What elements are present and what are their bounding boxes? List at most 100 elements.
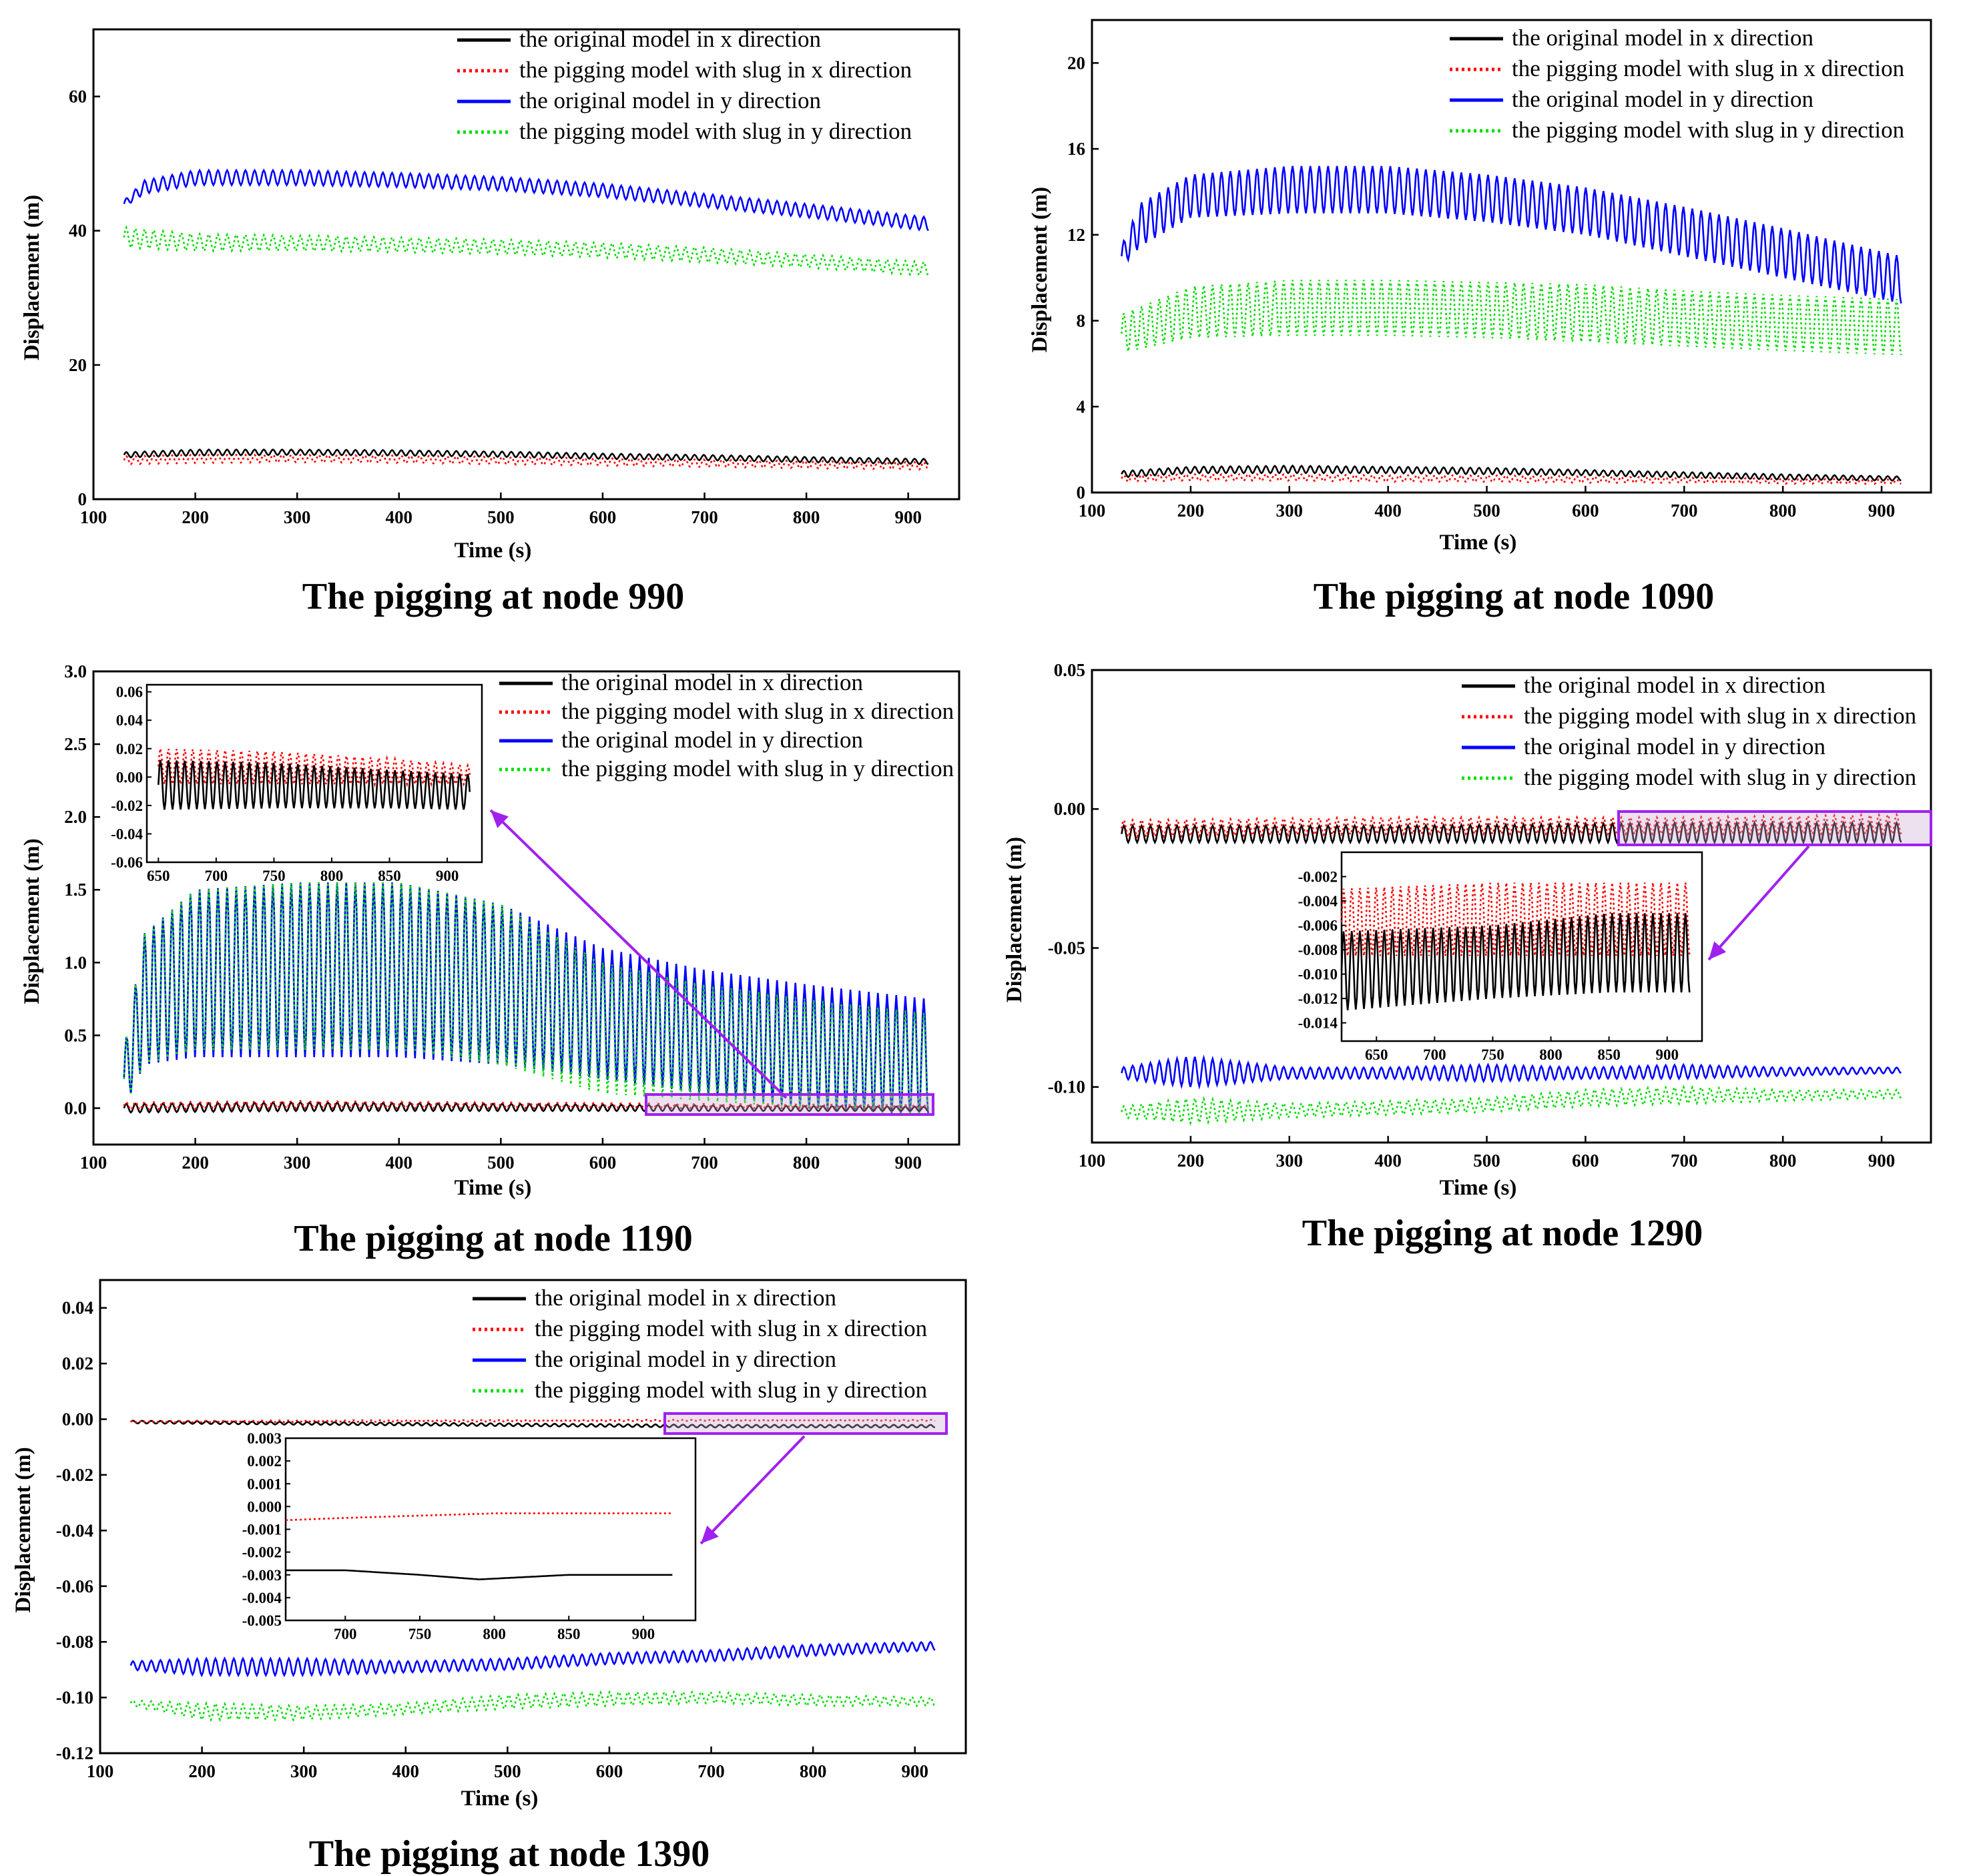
- inset-x-tick-label: 800: [1539, 1046, 1563, 1063]
- y-tick-label: -0.05: [1048, 938, 1085, 958]
- y-axis-label: Displacement (m): [11, 1447, 35, 1612]
- x-tick-label: 200: [188, 1761, 216, 1781]
- legend-label-3: the pigging model with slug in y directi…: [535, 1377, 927, 1403]
- legend-label-1: the pigging model with slug in x directi…: [1524, 703, 1916, 729]
- y-tick-label: -0.12: [56, 1743, 93, 1763]
- y-tick-label: 3.0: [64, 661, 87, 681]
- y-tick-label: 16: [1067, 139, 1085, 159]
- inset-y-tick-label: -0.012: [1298, 990, 1338, 1007]
- x-tick-label: 400: [1374, 1151, 1402, 1171]
- x-tick-label: 400: [1374, 501, 1402, 521]
- inset-y-tick-label: -0.005: [242, 1612, 282, 1629]
- series-line-1: [1121, 473, 1902, 485]
- y-tick-label: -0.08: [56, 1632, 93, 1652]
- x-tick-label: 700: [1671, 1151, 1698, 1171]
- chart-panel-2: 100 200 300 400 500 600 700 800 900 0.0 0.5 1.0 1.5 2…: [20, 661, 960, 1200]
- x-tick-label: 900: [894, 1153, 922, 1173]
- legend-label-3: the pigging model with slug in y directi…: [1512, 117, 1904, 143]
- series-line-3: [123, 225, 929, 277]
- y-tick-label: -0.06: [56, 1576, 93, 1596]
- inset-y-tick-label: -0.006: [1298, 918, 1338, 934]
- x-tick-label: 500: [1473, 501, 1500, 521]
- y-tick-label: 40: [69, 221, 87, 241]
- zoom-highlight-box: [663, 1412, 948, 1435]
- x-tick-label: 600: [1572, 1151, 1599, 1171]
- y-tick-label: 12: [1067, 225, 1085, 245]
- x-axis-label: Time (s): [1440, 531, 1517, 555]
- inset-series-line-1: [158, 759, 471, 810]
- x-tick-label: 200: [1177, 501, 1205, 521]
- x-axis-label: Time (s): [461, 1787, 539, 1811]
- y-tick-label: 4: [1077, 396, 1086, 416]
- legend-label-1: the pigging model with slug in x directi…: [561, 698, 954, 724]
- y-axis-label: Displacement (m): [1003, 837, 1027, 1002]
- x-tick-label: 200: [1177, 1151, 1205, 1171]
- legend-label-2: the original model in y direction: [1512, 86, 1813, 112]
- zoom-arrow-head: [1709, 941, 1727, 960]
- inset-y-tick-label: -0.002: [1298, 869, 1338, 886]
- panel-title-1390: The pigging at node 1390: [309, 1833, 710, 1875]
- chart-panel-3: 100 200 300 400 500 600 700 800 900 -0.10 -0.05 0.0…: [1003, 660, 1932, 1200]
- x-tick-label: 500: [494, 1761, 521, 1781]
- inset-x-tick-label: 750: [408, 1626, 432, 1642]
- series-line-0: [129, 1420, 936, 1429]
- legend-label-1: the pigging model with slug in x directi…: [1512, 55, 1904, 81]
- y-tick-label: 2.0: [64, 807, 87, 827]
- x-tick-label: 400: [392, 1761, 420, 1781]
- plot-frame: [92, 28, 960, 501]
- inset-y-tick-label: -0.04: [111, 826, 143, 842]
- x-tick-label: 200: [182, 1153, 209, 1173]
- zoom-highlight-box: [645, 1093, 934, 1116]
- series-line-1: [1121, 812, 1902, 839]
- x-tick-label: 700: [691, 507, 718, 527]
- series-line-2: [123, 882, 930, 1116]
- inset-y-tick-label: 0.04: [116, 712, 144, 729]
- y-tick-label: 1.0: [64, 952, 87, 972]
- y-tick-label: -0.10: [56, 1688, 93, 1708]
- inset-x-tick-label: 850: [378, 868, 401, 884]
- x-tick-label: 400: [386, 507, 413, 527]
- legend-label-0: the original model in x direction: [519, 26, 821, 52]
- y-tick-label: 20: [69, 355, 87, 375]
- chart-panel-1: 100 200 300 400 500 600 700 800 900 0 4 8 12 16 20 Time…: [1028, 19, 1932, 555]
- series-line-3: [1121, 1084, 1902, 1127]
- series-line-2: [129, 1640, 936, 1678]
- inset-y-tick-label: -0.06: [111, 854, 143, 871]
- y-tick-label: 0.04: [62, 1298, 93, 1318]
- x-tick-label: 300: [1276, 501, 1304, 521]
- x-tick-label: 600: [1572, 501, 1599, 521]
- inset-y-tick-label: -0.003: [242, 1567, 282, 1584]
- legend-label-2: the original model in y direction: [519, 87, 821, 113]
- y-tick-label: -0.02: [56, 1465, 93, 1485]
- y-axis-label: Displacement (m): [20, 838, 44, 1004]
- inset-y-tick-label: -0.002: [242, 1544, 282, 1561]
- legend-label-3: the pigging model with slug in y directi…: [1524, 764, 1916, 790]
- x-tick-label: 500: [487, 507, 515, 527]
- y-tick-label: 2.5: [64, 734, 87, 754]
- x-tick-label: 300: [284, 1153, 311, 1173]
- inset-y-tick-label: 0.06: [116, 684, 143, 701]
- inset-series-line-0: [285, 1512, 673, 1522]
- y-axis-label: Displacement (m): [1028, 187, 1052, 352]
- legend-label-1: the pigging model with slug in x directi…: [535, 1315, 927, 1341]
- x-tick-label: 800: [793, 1153, 820, 1173]
- legend-label-0: the original model in x direction: [1512, 25, 1813, 51]
- x-tick-label: 100: [1079, 1151, 1106, 1171]
- x-tick-label: 100: [87, 1761, 114, 1781]
- panel-title-990: The pigging at node 990: [302, 576, 685, 617]
- x-tick-label: 900: [1868, 501, 1896, 521]
- inset-x-tick-label: 650: [147, 868, 170, 884]
- inset-y-tick-label: -0.001: [242, 1522, 282, 1538]
- inset-y-tick-label: -0.014: [1298, 1015, 1338, 1032]
- series-line-0: [1121, 464, 1902, 482]
- x-tick-label: 300: [284, 507, 311, 527]
- inset-x-tick-label: 900: [632, 1626, 655, 1642]
- inset-y-tick-label: 0.002: [247, 1453, 282, 1470]
- x-tick-label: 700: [697, 1761, 725, 1781]
- zoom-highlight-box: [1617, 810, 1932, 846]
- inset-zoom: 700 750 800 850 900 0.003 0.002 0.001 0.000 -0.00…: [242, 1412, 948, 1642]
- inset-y-tick-label: -0.004: [1298, 893, 1338, 910]
- y-tick-label: 0: [1077, 483, 1086, 503]
- inset-x-tick-label: 900: [1655, 1046, 1679, 1063]
